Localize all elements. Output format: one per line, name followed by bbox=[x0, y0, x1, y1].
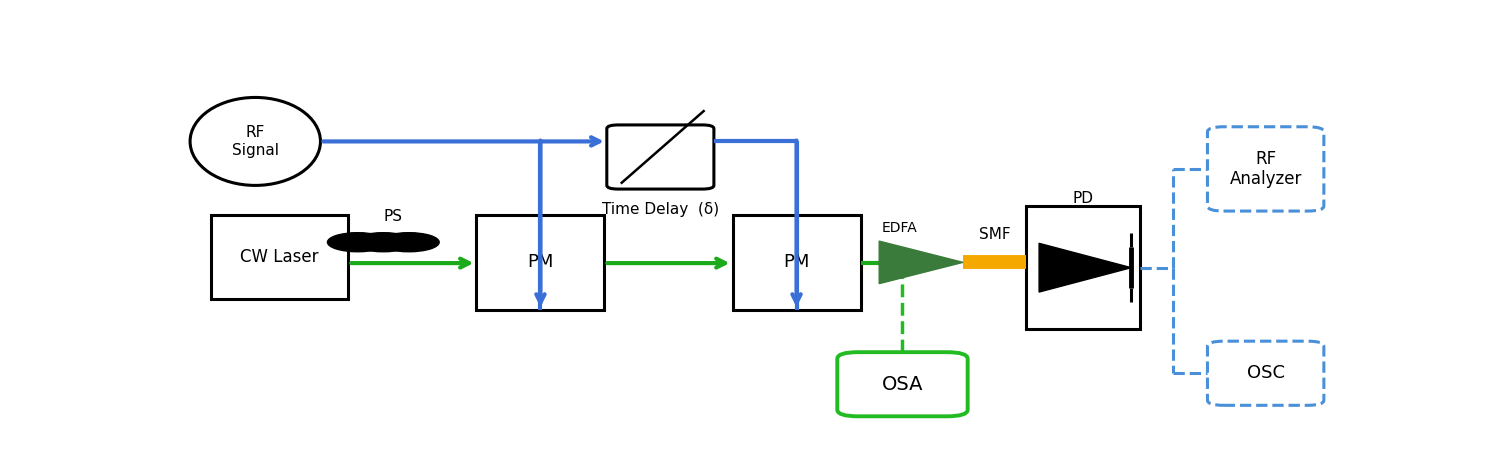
Text: RF
Analyzer: RF Analyzer bbox=[1230, 149, 1302, 188]
Text: PM: PM bbox=[527, 253, 554, 271]
Circle shape bbox=[327, 233, 388, 252]
Text: PM: PM bbox=[784, 253, 810, 271]
Circle shape bbox=[379, 233, 439, 252]
Text: OSC: OSC bbox=[1247, 364, 1284, 382]
FancyBboxPatch shape bbox=[1208, 127, 1323, 211]
Text: RF
Signal: RF Signal bbox=[231, 125, 279, 158]
Polygon shape bbox=[1039, 243, 1131, 292]
Bar bbox=[210, 215, 348, 299]
Text: CW Laser: CW Laser bbox=[240, 248, 318, 266]
Circle shape bbox=[353, 233, 413, 252]
Bar bbox=[733, 215, 861, 310]
Text: PS: PS bbox=[383, 209, 403, 224]
Text: EDFA: EDFA bbox=[882, 220, 918, 235]
Bar bbox=[1026, 206, 1140, 329]
FancyBboxPatch shape bbox=[607, 125, 713, 189]
Bar bbox=[476, 215, 604, 310]
Polygon shape bbox=[879, 241, 963, 284]
FancyBboxPatch shape bbox=[1208, 341, 1323, 406]
Text: PD: PD bbox=[1072, 191, 1093, 206]
FancyBboxPatch shape bbox=[837, 352, 967, 416]
Text: Time Delay  (δ): Time Delay (δ) bbox=[602, 202, 719, 217]
Text: OSA: OSA bbox=[882, 375, 924, 394]
Text: SMF: SMF bbox=[979, 228, 1011, 242]
